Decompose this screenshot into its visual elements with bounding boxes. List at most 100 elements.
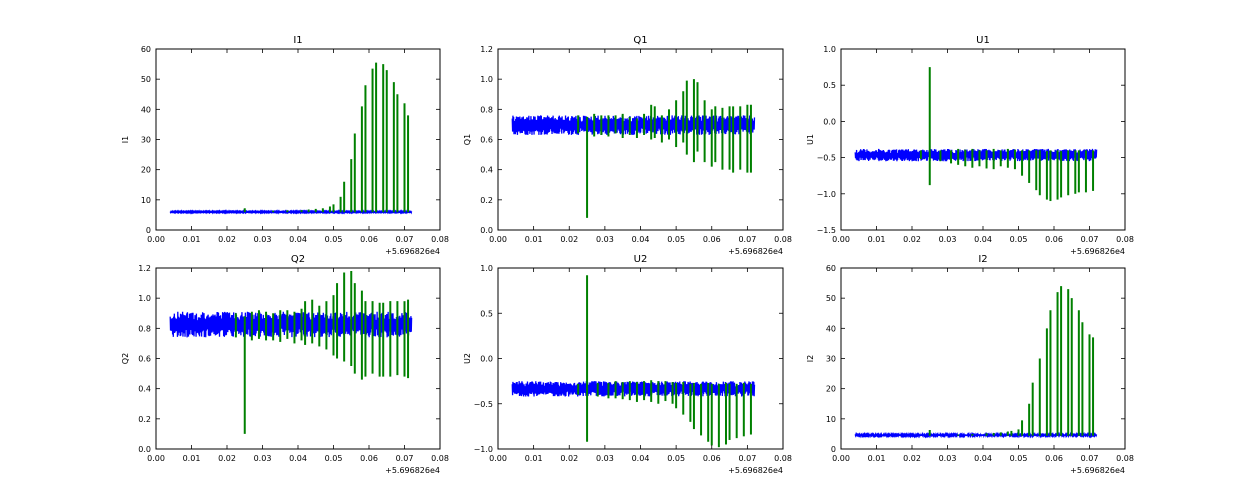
x-offset-label: +5.696826e4	[728, 466, 783, 475]
y-tick-label: 60	[826, 264, 836, 273]
y-tick-label: −1.0	[474, 445, 493, 454]
x-tick-label: 0.01	[525, 235, 543, 244]
x-tick-label: 0.03	[596, 454, 614, 463]
x-tick-label: 0.01	[868, 235, 886, 244]
x-tick-label: 0.07	[738, 454, 756, 463]
x-tick-label: 0.02	[560, 454, 578, 463]
x-tick-label: 0.01	[183, 235, 201, 244]
x-tick-label: 0.04	[289, 454, 307, 463]
subplot-q2: 0.00 0.01 0.02 0.03 0.04 0.05 0.06 0.07 0.08 0.0 0…	[121, 254, 449, 475]
axes-frame	[497, 267, 784, 450]
x-tick-label: 0.07	[396, 454, 414, 463]
x-tick-label: 0.08	[431, 454, 449, 463]
x-tick-label: 0.04	[974, 454, 992, 463]
subplot-title: Q1	[633, 35, 647, 46]
y-tick-label: 20	[826, 385, 836, 394]
series-blue-trace	[169, 209, 413, 215]
x-tick-label: 0.05	[1010, 235, 1028, 244]
y-tick-label: 0.0	[480, 355, 493, 364]
x-tick-label: 0.04	[632, 454, 650, 463]
x-tick-label: 0.05	[667, 454, 685, 463]
subplot-title: U1	[976, 35, 990, 46]
y-tick-label: 10	[141, 196, 151, 205]
y-tick-label: 50	[826, 294, 836, 303]
x-tick-label: 0.02	[903, 454, 921, 463]
y-tick-label: 0	[831, 445, 836, 454]
y-tick-label: 0.5	[823, 81, 836, 90]
plot-area	[169, 271, 413, 434]
x-tick-label: 0.03	[254, 235, 272, 244]
y-tick-label: 1.0	[480, 264, 493, 273]
subplot-i2: 0.00 0.01 0.02 0.03 0.04 0.05 0.06 0.07 0.08 0 10 2…	[806, 254, 1134, 475]
y-tick-label: 1.0	[480, 75, 493, 84]
x-tick-label: 0.03	[596, 235, 614, 244]
y-tick-label: 0.0	[480, 226, 493, 235]
x-tick-label: 0.06	[703, 454, 721, 463]
x-tick-label: 0.02	[903, 235, 921, 244]
y-tick-label: 10	[826, 415, 836, 424]
y-tick-label: 0.0	[138, 445, 151, 454]
x-tick-label: 0.03	[939, 235, 957, 244]
y-tick-label: 20	[141, 166, 151, 175]
y-tick-label: 30	[826, 355, 836, 364]
x-tick-label: 0.01	[868, 454, 886, 463]
y-axis-label: I2	[806, 355, 815, 362]
y-tick-label: 0.8	[480, 105, 493, 114]
x-tick-label: 0.00	[832, 235, 850, 244]
y-tick-label: 1.0	[138, 294, 151, 303]
y-axis-label: U1	[806, 134, 815, 145]
y-tick-label: 0.2	[480, 196, 493, 205]
x-tick-label: 0.03	[254, 454, 272, 463]
x-tick-label: 0.08	[774, 235, 792, 244]
plot-area	[854, 286, 1098, 439]
subplot-u2: 0.00 0.01 0.02 0.03 0.04 0.05 0.06 0.07 0.08 −1.0…	[463, 254, 792, 475]
x-tick-label: 0.00	[832, 454, 850, 463]
x-offset-label: +5.696826e4	[1070, 466, 1125, 475]
y-tick-label: 0.4	[138, 385, 151, 394]
y-tick-label: 50	[141, 75, 151, 84]
y-tick-label: 0.0	[823, 117, 836, 126]
y-tick-label: −1.0	[817, 190, 836, 199]
y-axis-label: I1	[121, 136, 130, 143]
x-tick-label: 0.02	[560, 235, 578, 244]
subplot-title: Q2	[291, 254, 305, 265]
x-offset-label: +5.696826e4	[385, 247, 440, 256]
series-blue-trace	[169, 311, 413, 338]
x-tick-label: 0.00	[489, 454, 507, 463]
x-tick-label: 0.08	[1116, 454, 1134, 463]
x-tick-label: 0.00	[147, 454, 165, 463]
x-tick-label: 0.07	[396, 235, 414, 244]
x-tick-label: 0.01	[183, 454, 201, 463]
y-axis-label: U2	[463, 353, 472, 364]
y-tick-label: −0.5	[474, 400, 493, 409]
y-tick-label: 0.6	[480, 136, 493, 145]
x-tick-label: 0.07	[1081, 454, 1099, 463]
y-axis-label: Q1	[463, 134, 472, 145]
y-tick-label: 40	[826, 324, 836, 333]
subplot-title: I1	[293, 35, 302, 46]
subplot-q1: 0.00 0.01 0.02 0.03 0.04 0.05 0.06 0.07 0.08 0.0 0…	[463, 35, 792, 256]
x-tick-label: 0.05	[325, 235, 343, 244]
y-tick-label: 0	[146, 226, 151, 235]
x-tick-label: 0.01	[525, 454, 543, 463]
series-blue-trace	[511, 115, 756, 135]
x-tick-label: 0.04	[289, 235, 307, 244]
y-tick-label: 0.2	[138, 415, 151, 424]
plot-area	[169, 62, 413, 215]
x-tick-label: 0.06	[1045, 235, 1063, 244]
plot-area	[511, 275, 756, 448]
x-tick-label: 0.06	[1045, 454, 1063, 463]
y-tick-label: 0.5	[480, 309, 493, 318]
x-tick-label: 0.08	[774, 454, 792, 463]
x-tick-label: 0.05	[325, 454, 343, 463]
y-tick-label: 60	[141, 45, 151, 54]
y-tick-label: 0.8	[138, 324, 151, 333]
x-tick-label: 0.02	[218, 235, 236, 244]
x-tick-label: 0.08	[431, 235, 449, 244]
x-tick-label: 0.06	[360, 235, 378, 244]
series-blue-trace	[854, 148, 1098, 162]
y-tick-label: 0.6	[138, 355, 151, 364]
plot-area	[511, 79, 756, 218]
x-offset-label: +5.696826e4	[728, 247, 783, 256]
x-tick-label: 0.04	[632, 235, 650, 244]
